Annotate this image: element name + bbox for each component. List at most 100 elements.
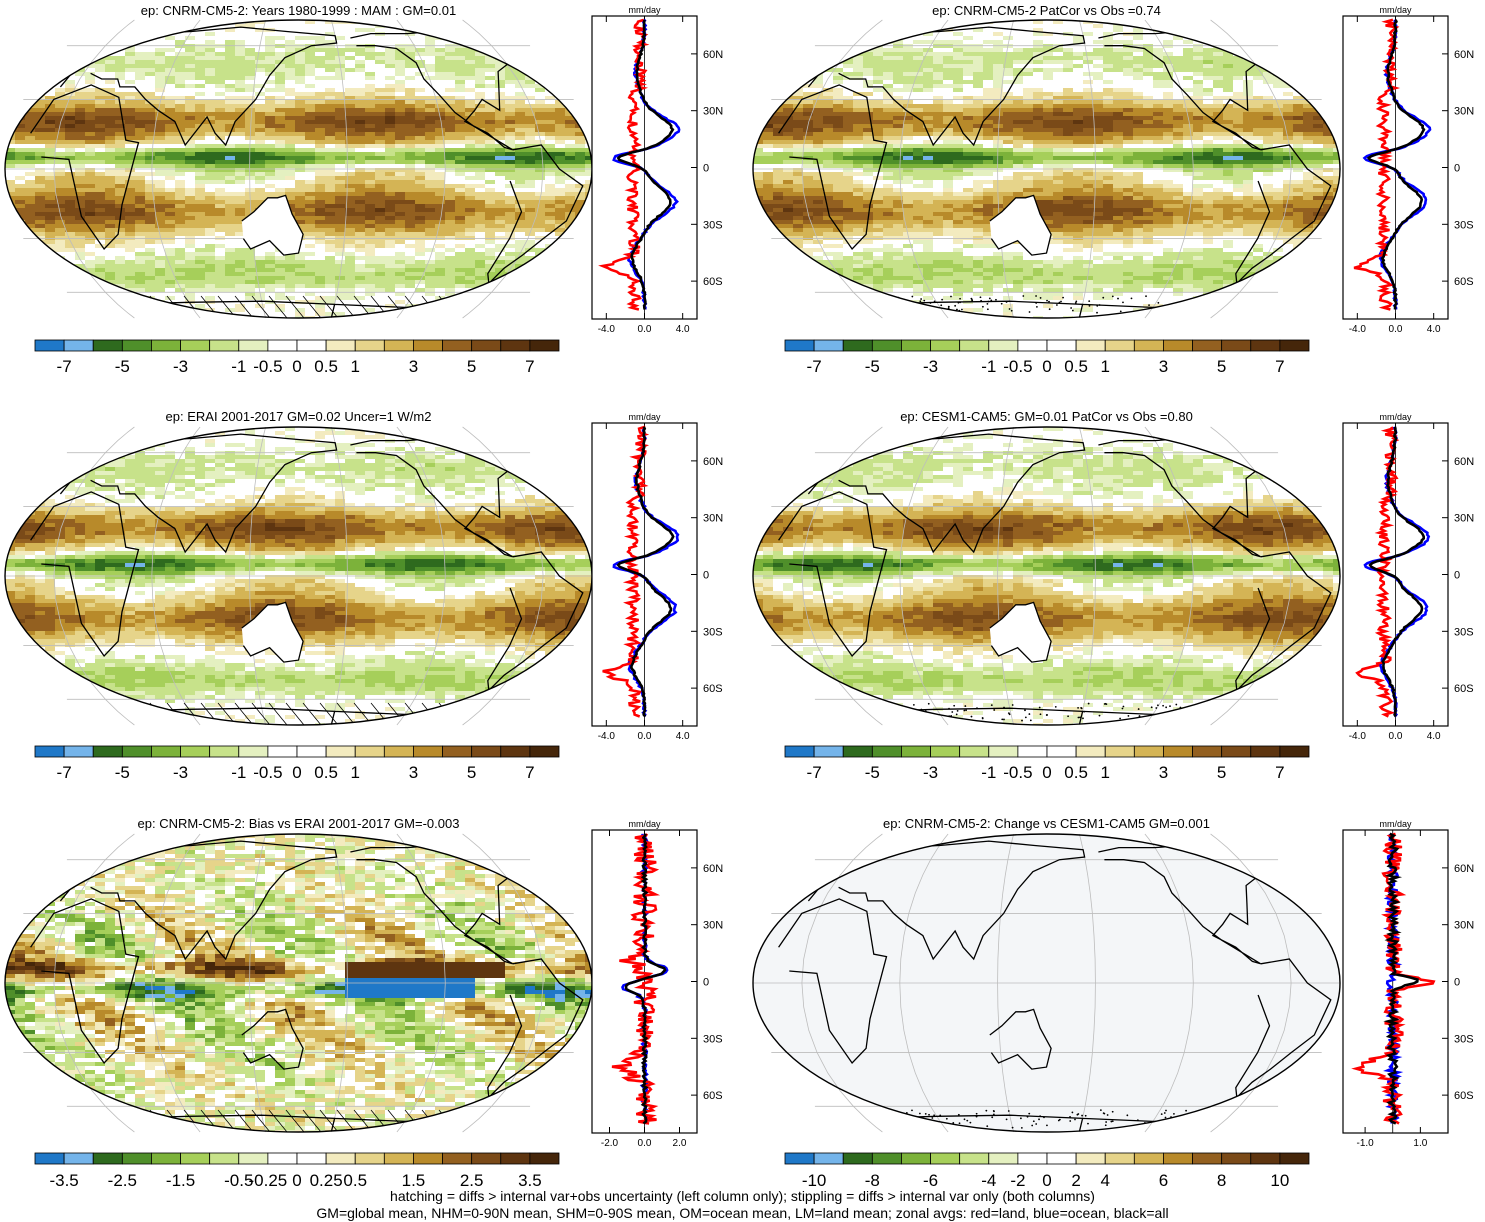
colorbar-swatch bbox=[901, 746, 930, 757]
zonal-ytick-label: 0 bbox=[1454, 163, 1460, 175]
zonal-ytick-label: 30S bbox=[703, 1033, 723, 1045]
zonal-xtick-label: -4.0 bbox=[1349, 324, 1367, 335]
colorbar-swatch bbox=[1076, 746, 1105, 757]
colorbar-label: -1 bbox=[231, 763, 246, 782]
colorbar-swatch bbox=[297, 340, 326, 351]
zonal-ytick-label: 60N bbox=[703, 49, 723, 61]
colorbar-label: -7 bbox=[57, 763, 72, 782]
colorbar-swatch bbox=[785, 746, 814, 757]
zonal-ytick-label: 60S bbox=[1454, 276, 1474, 288]
colorbar-label: 7 bbox=[525, 357, 534, 376]
zonal-xtick-label: 0.0 bbox=[638, 731, 652, 742]
colorbar-swatch bbox=[1193, 1153, 1222, 1164]
colorbar-label: 1 bbox=[350, 763, 359, 782]
colorbar-swatch bbox=[326, 340, 355, 351]
colorbar-swatch bbox=[181, 746, 210, 757]
colorbar-swatch bbox=[151, 746, 180, 757]
colorbar-swatch bbox=[35, 746, 64, 757]
colorbar-swatch bbox=[93, 340, 122, 351]
colorbar-swatch bbox=[297, 1153, 326, 1164]
zonal-ytick-label: 60S bbox=[703, 276, 723, 288]
zonal-ytick-label: 30N bbox=[1454, 920, 1474, 932]
colorbar-swatch bbox=[1280, 340, 1309, 351]
colorbar-label: 7 bbox=[1275, 357, 1284, 376]
colorbar-swatch bbox=[843, 746, 872, 757]
colorbar-swatch bbox=[268, 340, 297, 351]
colorbar-label: 3 bbox=[409, 357, 418, 376]
colorbar-label: -0.5 bbox=[253, 763, 282, 782]
colorbar-swatch bbox=[989, 746, 1018, 757]
colorbar-swatch bbox=[122, 340, 151, 351]
colorbar-swatch bbox=[443, 1153, 472, 1164]
colorbar-swatch bbox=[1163, 746, 1192, 757]
panel-4: ep: CESM1-CAM5: GM=0.01 PatCor vs Obs =0… bbox=[753, 409, 1474, 782]
colorbar-swatch bbox=[1222, 1153, 1251, 1164]
colorbar-swatch bbox=[1251, 746, 1280, 757]
zonal-units: mm/day bbox=[628, 412, 661, 422]
colorbar-swatch bbox=[1018, 746, 1047, 757]
zonal-ytick-label: 30N bbox=[703, 920, 723, 932]
zonal-ytick-label: 0 bbox=[703, 977, 709, 989]
colorbar-label: -1 bbox=[981, 763, 996, 782]
zonal-ytick-label: 60N bbox=[703, 863, 723, 875]
colorbar-swatch bbox=[1105, 746, 1134, 757]
colorbar-swatch bbox=[989, 340, 1018, 351]
zonal-ytick-label: 30N bbox=[703, 513, 723, 525]
colorbar-swatch bbox=[931, 1153, 960, 1164]
colorbar-label: 7 bbox=[1275, 763, 1284, 782]
colorbar-swatch bbox=[326, 746, 355, 757]
colorbar-swatch bbox=[501, 340, 530, 351]
colorbar-swatch bbox=[64, 746, 93, 757]
colorbar-swatch bbox=[443, 746, 472, 757]
colorbar-label: -0.5 bbox=[1003, 763, 1032, 782]
zonal-units: mm/day bbox=[628, 819, 661, 829]
zonal-ytick-label: 60N bbox=[1454, 863, 1474, 875]
zonal-xtick-label: 0.0 bbox=[1389, 731, 1403, 742]
zonal-ytick-label: 60S bbox=[1454, 1090, 1474, 1102]
colorbar-label: 0 bbox=[292, 763, 301, 782]
colorbar-swatch bbox=[239, 1153, 268, 1164]
colorbar-swatch bbox=[1134, 340, 1163, 351]
colorbar-swatch bbox=[1105, 340, 1134, 351]
colorbar-swatch bbox=[931, 746, 960, 757]
colorbar-swatch bbox=[151, 1153, 180, 1164]
colorbar-swatch bbox=[931, 340, 960, 351]
zonal-ytick-label: 30S bbox=[1454, 626, 1474, 638]
colorbar-swatch bbox=[872, 340, 901, 351]
colorbar-label: -0.5 bbox=[1003, 357, 1032, 376]
colorbar-label: 3 bbox=[1159, 763, 1168, 782]
zonal-ytick-label: 30S bbox=[703, 219, 723, 231]
colorbar-swatch bbox=[64, 340, 93, 351]
colorbar-swatch bbox=[151, 340, 180, 351]
colorbar-swatch bbox=[443, 340, 472, 351]
colorbar-label: -7 bbox=[807, 763, 822, 782]
colorbar-label: -3 bbox=[173, 357, 188, 376]
zonal-ytick-label: 60N bbox=[1454, 49, 1474, 61]
colorbar-swatch bbox=[355, 746, 384, 757]
colorbar-swatch bbox=[1018, 340, 1047, 351]
colorbar-swatch bbox=[814, 340, 843, 351]
colorbar-swatch bbox=[1251, 1153, 1280, 1164]
colorbar-swatch bbox=[1251, 340, 1280, 351]
map-title: ep: CNRM-CM5-2: Change vs CESM1-CAM5 GM=… bbox=[883, 816, 1210, 831]
zonal-ytick-label: 30S bbox=[703, 626, 723, 638]
colorbar-swatch bbox=[1047, 340, 1076, 351]
colorbar-swatch bbox=[501, 746, 530, 757]
panel-1: ep: CNRM-CM5-2: Years 1980-1999 : MAM : … bbox=[5, 3, 723, 376]
map-title: ep: ERAI 2001-2017 GM=0.02 Uncer=1 W/m2 bbox=[166, 409, 432, 424]
colorbar-swatch bbox=[181, 1153, 210, 1164]
zonal-xtick-label: 4.0 bbox=[1427, 731, 1441, 742]
colorbar-swatch bbox=[960, 1153, 989, 1164]
zonal-xtick-label: -2.0 bbox=[601, 1138, 619, 1149]
colorbar-label: 5 bbox=[467, 357, 476, 376]
zonal-ytick-label: 30N bbox=[1454, 513, 1474, 525]
colorbar-label: -5 bbox=[865, 357, 880, 376]
colorbar-swatch bbox=[1076, 340, 1105, 351]
colorbar-label: 0.5 bbox=[1064, 763, 1088, 782]
colorbar-label: 1 bbox=[1100, 763, 1109, 782]
zonal-xtick-label: -4.0 bbox=[598, 731, 616, 742]
colorbar-label: 3 bbox=[1159, 357, 1168, 376]
